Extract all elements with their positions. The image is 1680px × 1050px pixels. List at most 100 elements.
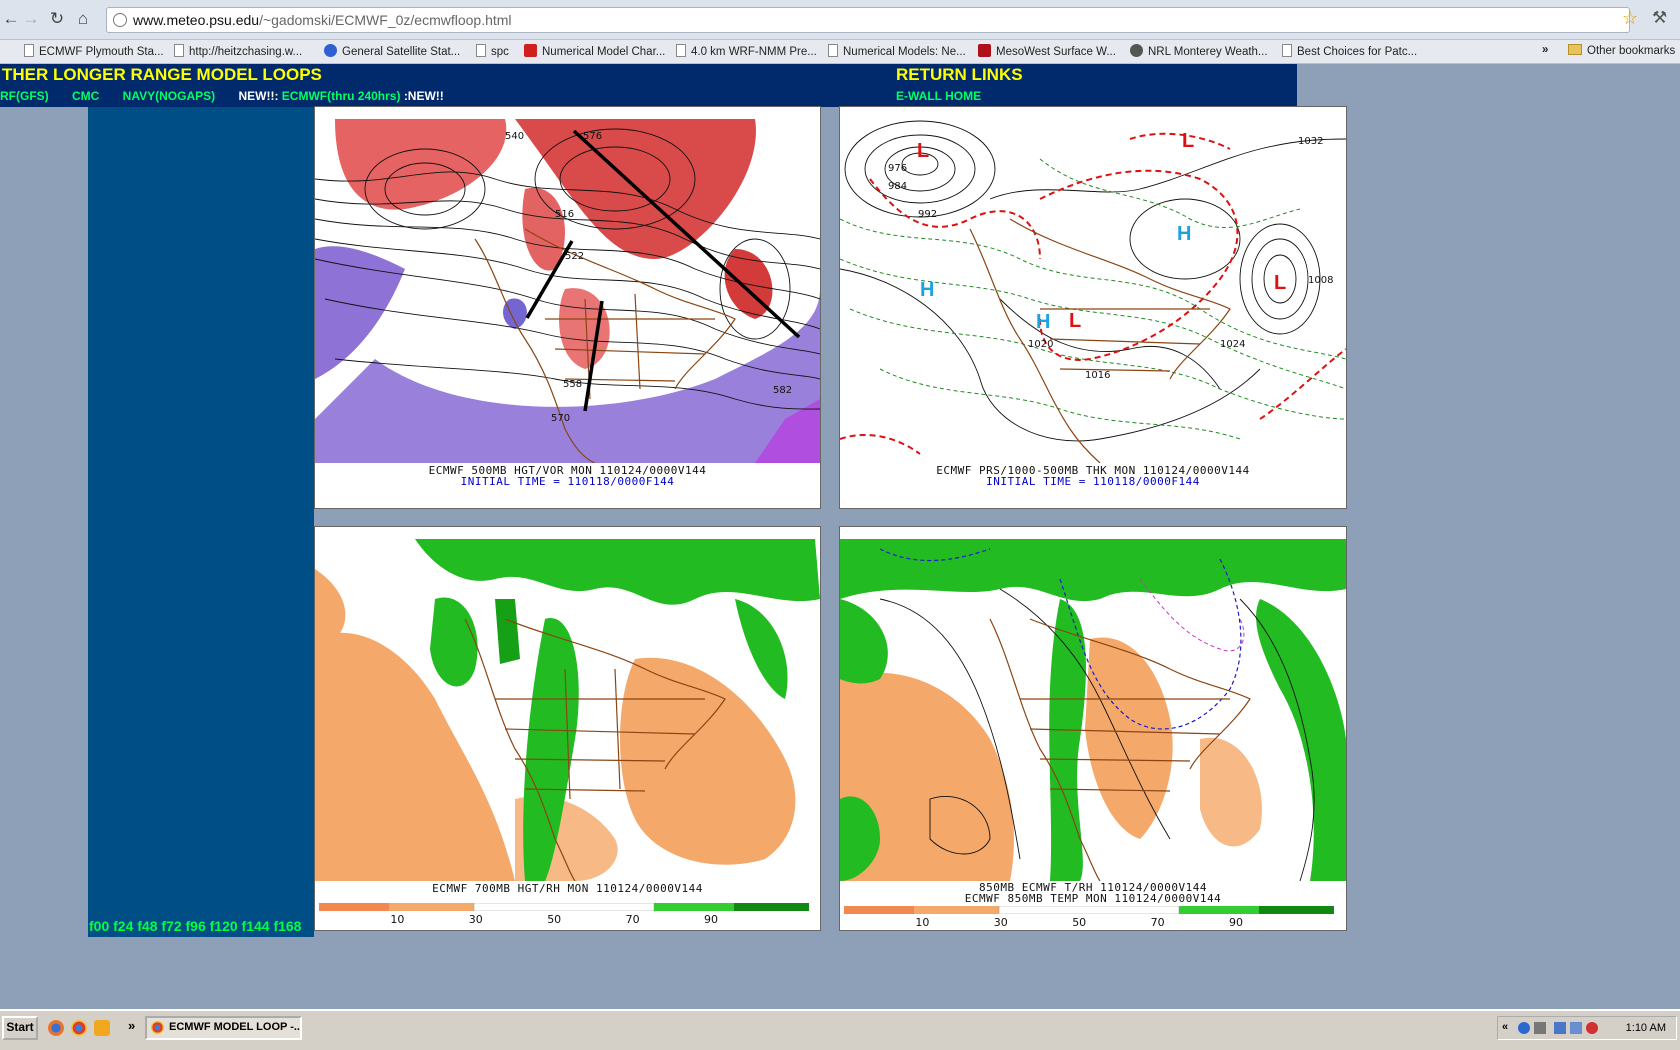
low-pressure-label: L [1274, 272, 1286, 294]
isobar-label: 1024 [1220, 339, 1245, 350]
bookmark-star-icon[interactable]: ☆ [1622, 8, 1639, 28]
media-player-icon[interactable] [94, 1020, 110, 1036]
chrome-icon[interactable] [71, 1020, 87, 1036]
contour-label: 576 [583, 131, 602, 142]
folder-icon [1568, 44, 1582, 55]
rh-colorbar [319, 903, 809, 911]
mesowest-icon [978, 44, 991, 57]
security-alert-icon[interactable] [1586, 1022, 1598, 1034]
taskbar-window-button[interactable]: ECMWF MODEL LOOP -... [145, 1016, 302, 1040]
wrench-menu-icon[interactable]: ⚒ [1652, 8, 1668, 27]
monitor-icon[interactable] [1554, 1022, 1566, 1034]
high-pressure-label: H [920, 279, 934, 301]
panel-caption: ECMWF 700MB HGT/RH MON 110124/0000V144 [432, 882, 703, 895]
tray-expand-button[interactable]: « [1502, 1021, 1509, 1033]
other-models-title: THER LONGER RANGE MODEL LOOPS [2, 65, 322, 84]
quicklaunch-overflow[interactable]: » [128, 1018, 136, 1033]
forward-arrow-icon[interactable]: → [22, 9, 40, 28]
isobar-label: 984 [888, 181, 907, 192]
contour-label: 570 [551, 413, 570, 424]
page-info-icon[interactable] [113, 13, 127, 27]
isobar-label: 1008 [1308, 275, 1333, 286]
return-links-title: RETURN LINKS [896, 65, 1023, 84]
isobar-label: 1016 [1085, 370, 1110, 381]
system-tray: « 1:10 AM [1497, 1016, 1677, 1040]
bookmark-item[interactable]: Numerical Model Char... [524, 44, 665, 58]
link-ewall-home[interactable]: E-WALL HOME [896, 89, 982, 103]
back-arrow-icon[interactable]: ← [2, 9, 20, 28]
isobar-label: 1020 [1028, 339, 1053, 350]
panel-caption: ECMWF 500MB HGT/VOR MON 110124/0000V144 [428, 464, 707, 477]
other-bookmarks-button[interactable]: Other bookmarks [1568, 44, 1675, 57]
new-prefix: NEW!!: [238, 89, 279, 103]
panel-caption: 850MB ECMWF T/RH 110124/0000V144 [979, 881, 1207, 894]
low-pressure-label: L [1069, 310, 1081, 332]
low-pressure-label: L [1182, 130, 1194, 152]
panel-700mb-rh: ECMWF 700MB HGT/RH MON 110124/0000V144 1… [314, 526, 821, 931]
colorbar-tick: 30 [468, 913, 483, 926]
map-pressure-thickness: H H H L L L L 1032 976 984 992 1008 1016… [840, 119, 1346, 463]
page-icon [676, 44, 686, 57]
bookmarks-bar: ECMWF Plymouth Sta... http://heitzchasin… [0, 40, 1680, 64]
panel-pressure-thickness: H H H L L L L 1032 976 984 992 1008 1016… [839, 106, 1347, 509]
page-content: THER LONGER RANGE MODEL LOOPS RETURN LIN… [0, 64, 1680, 1009]
address-bar[interactable]: www.meteo.psu.edu/~gadomski/ECMWF_0z/ecm… [106, 7, 1630, 33]
left-column [88, 107, 314, 937]
bookmark-item[interactable]: 4.0 km WRF-NMM Pre... [676, 44, 817, 58]
bookmark-item[interactable]: spc [476, 44, 509, 58]
panel-caption-2: ECMWF 850MB TEMP MON 110124/0000V144 [964, 892, 1222, 905]
connection-icon[interactable] [1570, 1022, 1582, 1034]
colorbar-tick: 90 [704, 913, 718, 926]
start-button[interactable]: Start [2, 1016, 38, 1040]
colorbar-tick: 90 [1229, 916, 1243, 929]
panel-subcaption: INITIAL TIME = 110118/0000F144 [460, 475, 675, 488]
colorbar-tick: 10 [915, 916, 930, 929]
contour-label: 540 [505, 131, 524, 142]
home-icon[interactable]: ⌂ [77, 9, 89, 28]
model-links: RF(GFS) CMC NAVY(NOGAPS) NEW!!: ECMWF(th… [0, 89, 444, 103]
bookmark-item[interactable]: NRL Monterey Weath... [1130, 44, 1268, 58]
isobar-label: 976 [888, 163, 907, 174]
rh-colorbar [844, 906, 1334, 914]
bookmarks-overflow-button[interactable]: » [1542, 44, 1549, 56]
network-icon[interactable] [1518, 1022, 1530, 1034]
frame-links[interactable]: f00 f24 f48 f72 f96 f120 f144 f168 [89, 918, 302, 934]
link-nogaps[interactable]: NAVY(NOGAPS) [122, 89, 216, 103]
link-cmc[interactable]: CMC [72, 89, 100, 103]
map-500mb-vorticity: 516 522 540 558 570 582 576 [315, 119, 820, 463]
contour-label: 516 [555, 209, 574, 220]
shield-icon [324, 44, 337, 57]
page-icon [476, 44, 486, 57]
colorbar-tick: 30 [993, 916, 1008, 929]
chrome-icon [151, 1021, 164, 1034]
isobar-label: 992 [918, 209, 937, 220]
panel-500mb: 516 522 540 558 570 582 576 ECMWF 500MB … [314, 106, 821, 509]
rh-colorbar-labels: 10 30 50 70 90 [844, 916, 1334, 930]
new-suffix: :NEW!! [403, 89, 444, 103]
high-pressure-label: H [1036, 311, 1050, 333]
clock: 1:10 AM [1625, 1022, 1666, 1034]
url-path: /~gadomski/ECMWF_0z/ecmwfloop.html [259, 12, 512, 28]
colorbar-tick: 70 [625, 913, 640, 926]
panel-caption: ECMWF PRS/1000-500MB THK MON 110124/0000… [936, 464, 1250, 477]
reload-icon[interactable]: ↻ [49, 9, 65, 28]
link-gfs[interactable]: RF(GFS) [0, 89, 49, 103]
colorbar-tick: 10 [390, 913, 405, 926]
link-ecmwf[interactable]: ECMWF(thru 240hrs) [281, 89, 401, 103]
bookmark-item[interactable]: Best Choices for Patc... [1282, 44, 1417, 58]
bookmark-item[interactable]: ECMWF Plymouth Sta... [24, 44, 164, 58]
firefox-icon[interactable] [48, 1020, 64, 1036]
contour-label: 522 [565, 251, 584, 262]
bookmark-item[interactable]: http://heitzchasing.w... [174, 44, 302, 58]
page-icon [24, 44, 34, 57]
globe-icon [1130, 44, 1143, 57]
bookmark-item[interactable]: MesoWest Surface W... [978, 44, 1116, 58]
high-pressure-label: H [1177, 223, 1191, 245]
bookmark-item[interactable]: General Satellite Stat... [324, 44, 460, 58]
bookmark-item[interactable]: Numerical Models: Ne... [828, 44, 966, 58]
browser-toolbar: ← → ↻ ⌂ www.meteo.psu.edu/~gadomski/ECMW… [0, 0, 1680, 40]
page-icon [828, 44, 838, 57]
url-domain: www.meteo.psu.edu [133, 12, 260, 28]
colorbar-tick: 70 [1150, 916, 1165, 929]
volume-icon[interactable] [1534, 1022, 1546, 1034]
